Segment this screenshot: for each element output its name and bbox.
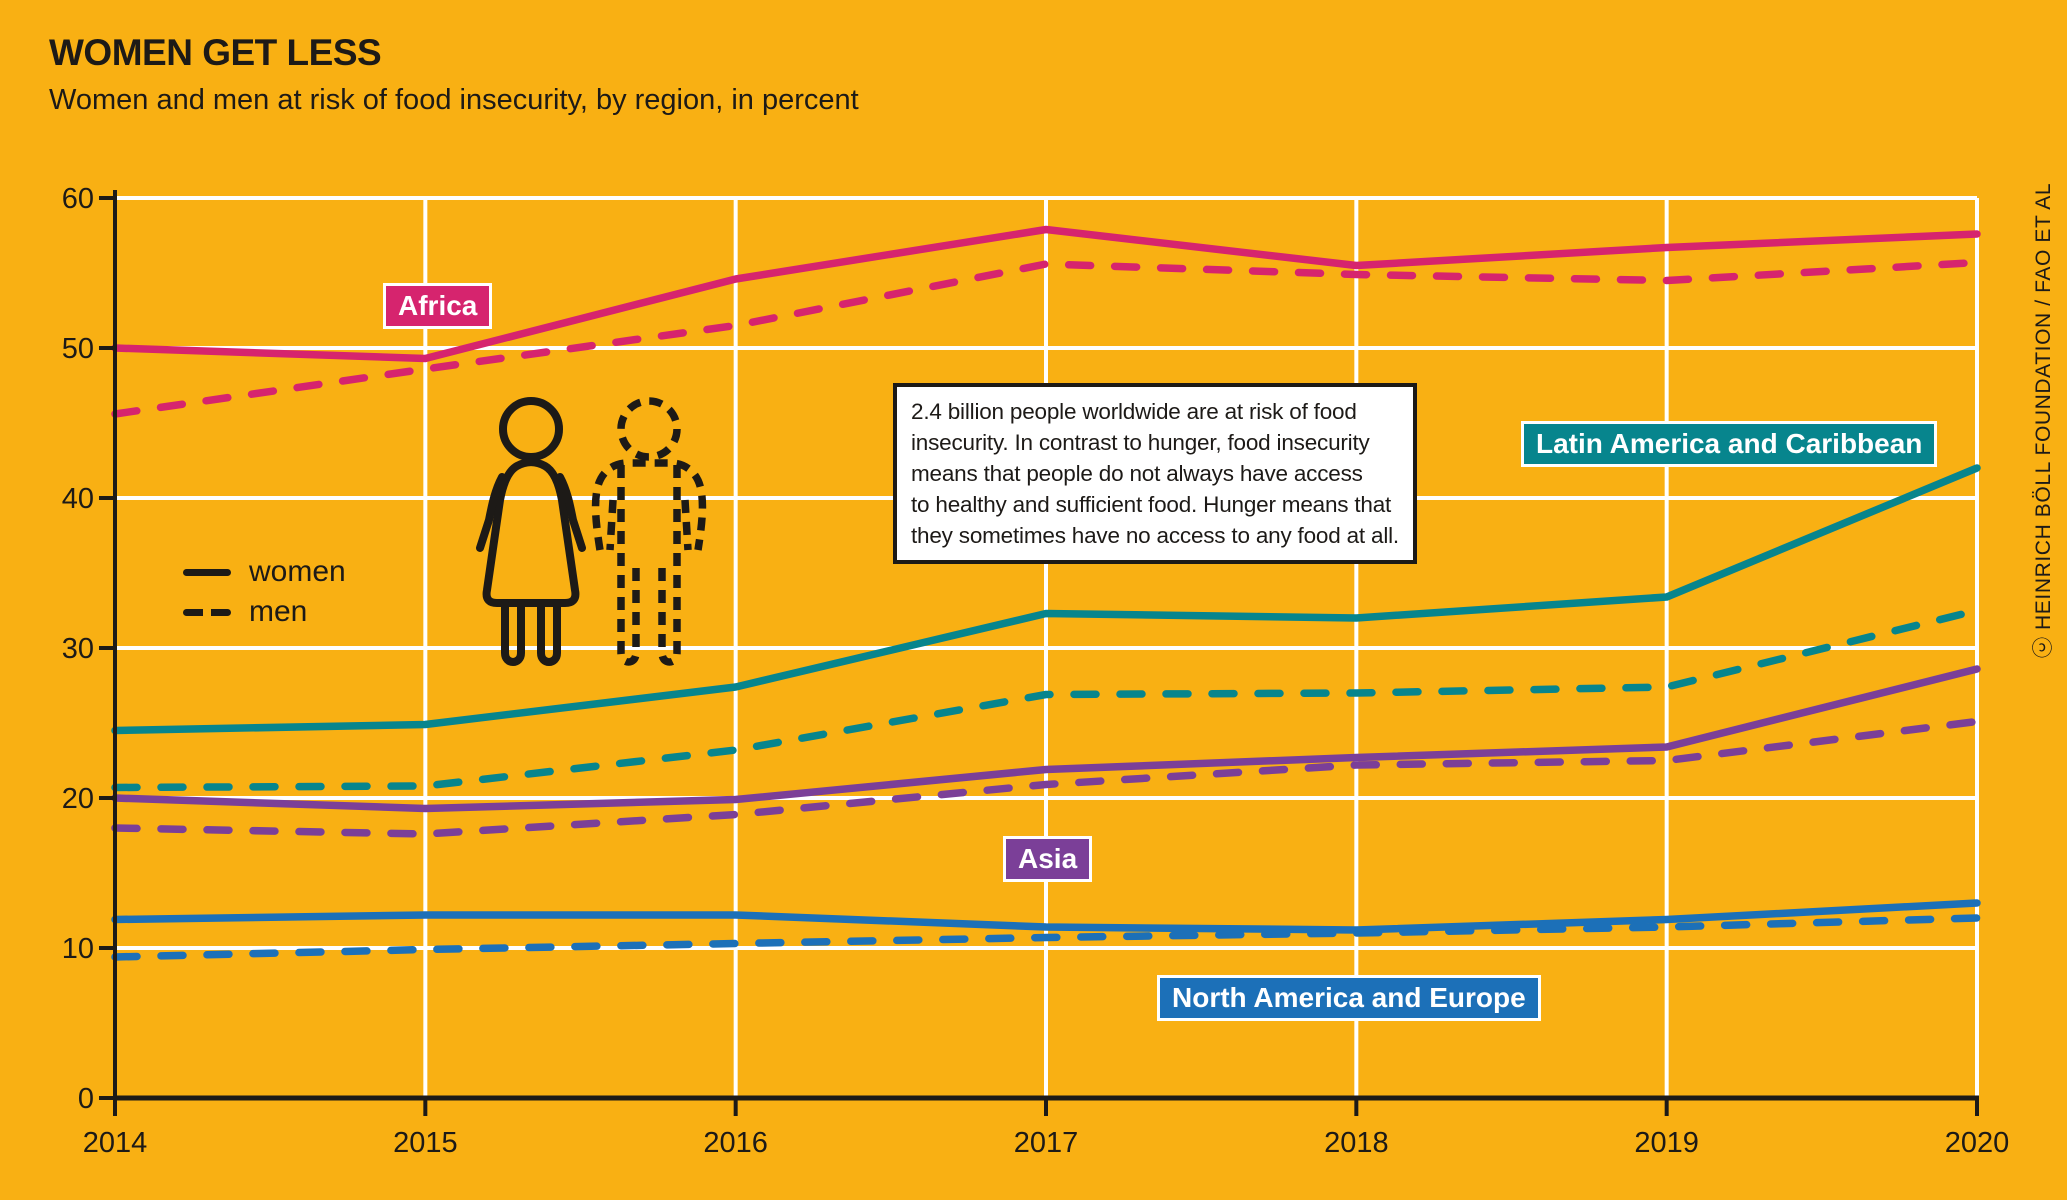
series-asia-women xyxy=(111,665,1981,813)
y-tick-label: 60 xyxy=(62,183,94,215)
chart-subtitle: Women and men at risk of food insecurity… xyxy=(49,84,859,116)
credit-vertical-text: ⓒ HEINRICH BÖLL FOUNDATION / FAO ET AL xyxy=(2032,182,2055,658)
series-asia-men xyxy=(111,717,1981,838)
annotation-line: to healthy and sufficient food. Hunger m… xyxy=(911,492,1392,517)
y-tick-label: 20 xyxy=(62,783,94,815)
chart-title: WOMEN GET LESS xyxy=(49,32,382,73)
region-label-north-america-europe: North America and Europe xyxy=(1157,975,1541,1021)
x-tick-label: 2020 xyxy=(1945,1127,2010,1159)
legend-row-women: women xyxy=(183,552,346,592)
series-layer xyxy=(111,225,1981,961)
region-label-africa: Africa xyxy=(383,283,493,329)
x-tick-label: 2015 xyxy=(393,1127,458,1159)
series-latam-women xyxy=(111,464,1981,735)
series-nae-men xyxy=(111,914,1981,961)
x-tick-label: 2017 xyxy=(1014,1127,1079,1159)
series-africa-women xyxy=(111,225,1981,363)
annotation-line: 2.4 billion people worldwide are at risk… xyxy=(911,399,1357,424)
legend-women-line-swatch xyxy=(183,568,231,576)
x-tick-label: 2016 xyxy=(703,1127,768,1159)
y-tick-label: 40 xyxy=(62,483,94,515)
x-tick-label: 2014 xyxy=(83,1127,148,1159)
legend-women-label: women xyxy=(249,555,346,588)
y-tick-label: 10 xyxy=(62,933,94,965)
woman-icon xyxy=(476,397,586,666)
region-label-latin-america: Latin America and Caribbean xyxy=(1521,421,1938,467)
annotation-box: 2.4 billion people worldwide are at risk… xyxy=(893,383,1417,564)
man-icon xyxy=(591,397,707,666)
legend-row-men: men xyxy=(183,592,346,632)
legend-men-line-swatch xyxy=(183,608,231,616)
grid-layer xyxy=(115,196,1979,1098)
region-label-asia: Asia xyxy=(1003,836,1093,882)
series-nae-women xyxy=(111,899,1981,934)
y-tick-label: 30 xyxy=(62,633,94,665)
legend-men-label: men xyxy=(249,595,308,628)
x-tick-label: 2019 xyxy=(1634,1127,1699,1159)
annotation-line: means that people do not always have acc… xyxy=(911,461,1363,486)
series-latam-men xyxy=(111,606,1981,792)
x-tick-label: 2018 xyxy=(1324,1127,1389,1159)
annotation-line: insecurity. In contrast to hunger, food … xyxy=(911,430,1370,455)
annotation-line: they sometimes have no access to any foo… xyxy=(911,523,1399,548)
y-tick-label: 0 xyxy=(78,1083,94,1115)
series-africa-men xyxy=(111,258,1981,418)
pictogram-group xyxy=(476,397,707,666)
y-tick-label: 50 xyxy=(62,333,94,365)
legend: women men xyxy=(183,552,346,632)
axis-layer: 0 10 20 30 40 50 60 2014 2015 2016 2017 2018 2019 202… xyxy=(62,183,2010,1159)
